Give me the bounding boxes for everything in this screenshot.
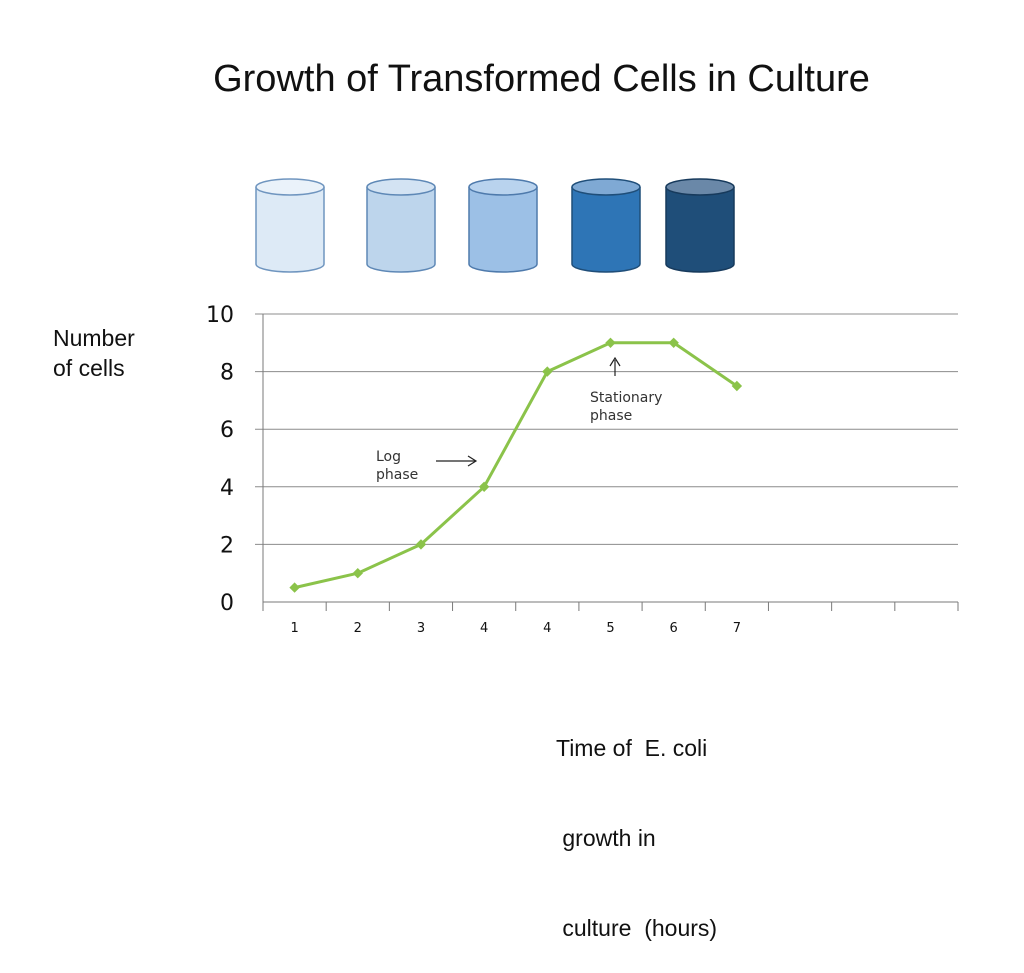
data-point: [731, 380, 743, 392]
flask-body: [255, 187, 325, 273]
flask-1: [255, 178, 325, 273]
x-tick-label: 2: [354, 621, 362, 636]
chart-title: Growth of Transformed Cells in Culture: [213, 58, 870, 100]
data-point: [542, 366, 553, 377]
log-phase-label: Log: [376, 449, 401, 465]
log-phase-arrow-head: [467, 455, 478, 467]
flask-top: [255, 178, 325, 196]
y-tick-label: 10: [206, 303, 234, 328]
y-axis-label: Number of cells: [53, 323, 135, 383]
culture-flasks: [255, 178, 735, 273]
stationary-phase-label: Stationary: [590, 390, 662, 406]
y-axis-label-line: of cells: [53, 355, 125, 381]
flask-top: [366, 178, 436, 196]
series-line: [289, 337, 743, 593]
y-tick-label: 8: [220, 361, 234, 386]
x-tick-label: 6: [670, 621, 678, 636]
x-tick-label: 4: [543, 621, 551, 636]
y-tick-label: 6: [220, 418, 234, 443]
stationary-phase-arrow-head: [609, 356, 621, 367]
gridlines: [255, 313, 958, 545]
y-tick-label: 0: [220, 591, 234, 616]
flask-4: [571, 178, 641, 273]
flask-2: [366, 178, 436, 273]
x-tick-label: 5: [606, 621, 614, 636]
flask-top: [468, 178, 538, 196]
y-axis-label-line: Number: [53, 325, 135, 351]
log-phase-label: phase: [376, 467, 418, 483]
flask-body: [468, 187, 538, 273]
data-point: [352, 567, 363, 579]
stationary-phase-label: phase: [590, 408, 632, 424]
annotations: Log phase Stationary phase: [376, 356, 662, 483]
x-axis-label-line: Time of E. coli: [556, 735, 708, 761]
data-point: [289, 582, 300, 593]
x-axis-label-line: growth in: [556, 825, 656, 851]
flask-3: [468, 178, 538, 273]
data-point: [478, 481, 490, 493]
flask-body: [366, 187, 436, 273]
y-tick-label: 4: [220, 476, 234, 501]
x-tick-labels: 1 2 3 4 4 5 6 7: [290, 621, 741, 636]
axes: [262, 314, 959, 611]
x-axis-label-line: culture (hours): [556, 915, 718, 941]
y-tick-labels: 0 2 4 6 8 10: [206, 303, 234, 616]
flask-body: [665, 187, 735, 273]
series-line-path: [294, 341, 738, 590]
x-tick-label: 3: [417, 621, 425, 636]
data-point: [605, 337, 616, 349]
flask-body: [571, 187, 641, 273]
flask-5: [665, 178, 735, 273]
data-point: [668, 337, 679, 349]
x-tick-label: 4: [480, 621, 488, 636]
data-point: [415, 539, 427, 550]
x-tick-label: 1: [290, 621, 298, 636]
flask-top: [571, 178, 641, 196]
x-tick-label: 7: [733, 621, 741, 636]
y-tick-label: 2: [220, 533, 234, 558]
flask-top: [665, 178, 735, 196]
